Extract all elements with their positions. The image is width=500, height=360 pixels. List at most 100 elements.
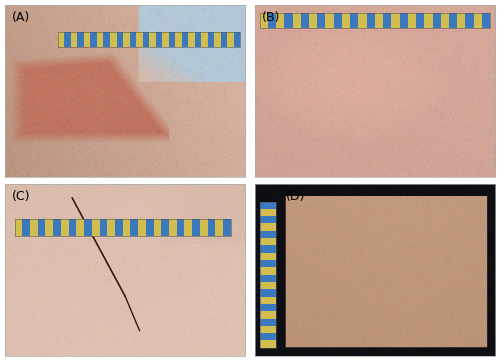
Bar [260, 333, 276, 341]
Bar [260, 319, 276, 326]
Bar [76, 219, 84, 236]
Bar [208, 219, 216, 236]
Text: (C): (C) [12, 189, 30, 203]
Bar [195, 32, 202, 47]
Bar [234, 32, 240, 47]
Bar [162, 32, 168, 47]
Bar [260, 311, 276, 319]
Bar [110, 32, 116, 47]
Bar [156, 32, 162, 47]
Bar [432, 13, 441, 28]
Bar [192, 219, 200, 236]
Bar [326, 13, 334, 28]
Bar [466, 13, 473, 28]
Bar [116, 32, 123, 47]
Bar [260, 275, 276, 282]
Bar [260, 13, 268, 28]
Bar [108, 219, 115, 236]
Bar [392, 13, 400, 28]
Bar [71, 32, 78, 47]
Bar [260, 304, 276, 311]
Bar [260, 267, 276, 275]
Bar [100, 219, 108, 236]
Text: (B): (B) [262, 10, 280, 23]
Bar [123, 32, 130, 47]
Bar [416, 13, 424, 28]
Bar [260, 260, 276, 267]
Bar [342, 13, 350, 28]
Text: (D): (D) [286, 189, 306, 203]
Bar [221, 32, 228, 47]
Bar [260, 253, 276, 260]
Bar [175, 32, 182, 47]
Bar [276, 13, 284, 28]
Bar [78, 32, 84, 47]
Bar [260, 231, 276, 238]
Bar [375, 13, 383, 28]
Bar [214, 32, 221, 47]
Bar [366, 13, 375, 28]
Bar [92, 219, 100, 236]
Bar [301, 13, 309, 28]
Bar [383, 13, 392, 28]
Bar [188, 32, 195, 47]
Bar [228, 32, 234, 47]
Bar [458, 13, 466, 28]
Bar [136, 32, 142, 47]
Bar [350, 13, 358, 28]
Bar [130, 219, 138, 236]
Bar [216, 219, 223, 236]
Bar [68, 219, 76, 236]
Bar [162, 219, 169, 236]
Bar [202, 32, 208, 47]
Bar [260, 224, 276, 231]
Bar [260, 13, 490, 28]
Bar [58, 32, 64, 47]
Bar [334, 13, 342, 28]
Bar [449, 13, 458, 28]
Bar [169, 219, 176, 236]
Bar [184, 219, 192, 236]
Bar [292, 13, 301, 28]
Bar [53, 219, 61, 236]
Bar [474, 13, 482, 28]
Bar [223, 219, 231, 236]
Bar [122, 219, 130, 236]
Bar [130, 32, 136, 47]
Bar [260, 216, 276, 224]
Bar [182, 32, 188, 47]
Bar [115, 219, 122, 236]
Bar [14, 219, 22, 236]
Bar [260, 297, 276, 304]
Bar [318, 13, 326, 28]
Bar [64, 32, 71, 47]
Bar [200, 219, 207, 236]
Bar [14, 219, 231, 236]
Bar [176, 219, 184, 236]
Bar [22, 219, 30, 236]
Bar [149, 32, 156, 47]
Bar [260, 202, 276, 348]
Bar [61, 219, 68, 236]
Bar [260, 246, 276, 253]
Bar [138, 219, 146, 236]
Bar [208, 32, 214, 47]
Bar [58, 32, 240, 47]
Bar [46, 219, 53, 236]
Bar [260, 341, 276, 348]
Bar [30, 219, 38, 236]
Bar [84, 219, 92, 236]
Bar [284, 13, 292, 28]
Bar [90, 32, 97, 47]
Bar [154, 219, 162, 236]
Bar [260, 289, 276, 297]
Bar [260, 282, 276, 289]
Text: (A): (A) [12, 10, 30, 23]
Bar [260, 326, 276, 333]
Bar [260, 238, 276, 246]
Bar [408, 13, 416, 28]
Bar [146, 219, 154, 236]
Bar [168, 32, 175, 47]
Bar [358, 13, 366, 28]
Bar [84, 32, 90, 47]
